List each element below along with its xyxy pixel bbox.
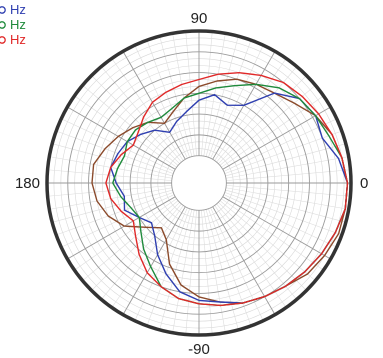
- grid-spoke-major: [67, 106, 176, 170]
- grid-spoke-major: [122, 51, 186, 160]
- angle-tick-0: 0: [360, 175, 368, 192]
- grid-spoke-major: [222, 196, 331, 260]
- grid-spoke-major: [212, 206, 276, 315]
- outer-ring: [45, 29, 353, 337]
- center-hole: [171, 155, 227, 211]
- legend-marker-2: [0, 6, 6, 14]
- legend-label-3: Hz: [10, 17, 26, 32]
- series-line-4: [105, 72, 349, 307]
- angle-tick-180: 180: [15, 175, 40, 192]
- series-layer: [91, 72, 349, 307]
- grid-spoke-major: [67, 196, 176, 260]
- legend-label-2: Hz: [10, 2, 26, 17]
- angle-tick-labels: 0 90 180 -90: [15, 10, 368, 358]
- angle-tick-90: 90: [191, 10, 208, 27]
- angle-tick-270: -90: [188, 341, 210, 358]
- legend-marker-4: [0, 36, 6, 44]
- grid-spoke-major: [122, 206, 186, 315]
- legend-label-4: Hz: [10, 32, 26, 47]
- legend-marker-3: [0, 21, 6, 29]
- grid-spoke-major: [222, 106, 331, 170]
